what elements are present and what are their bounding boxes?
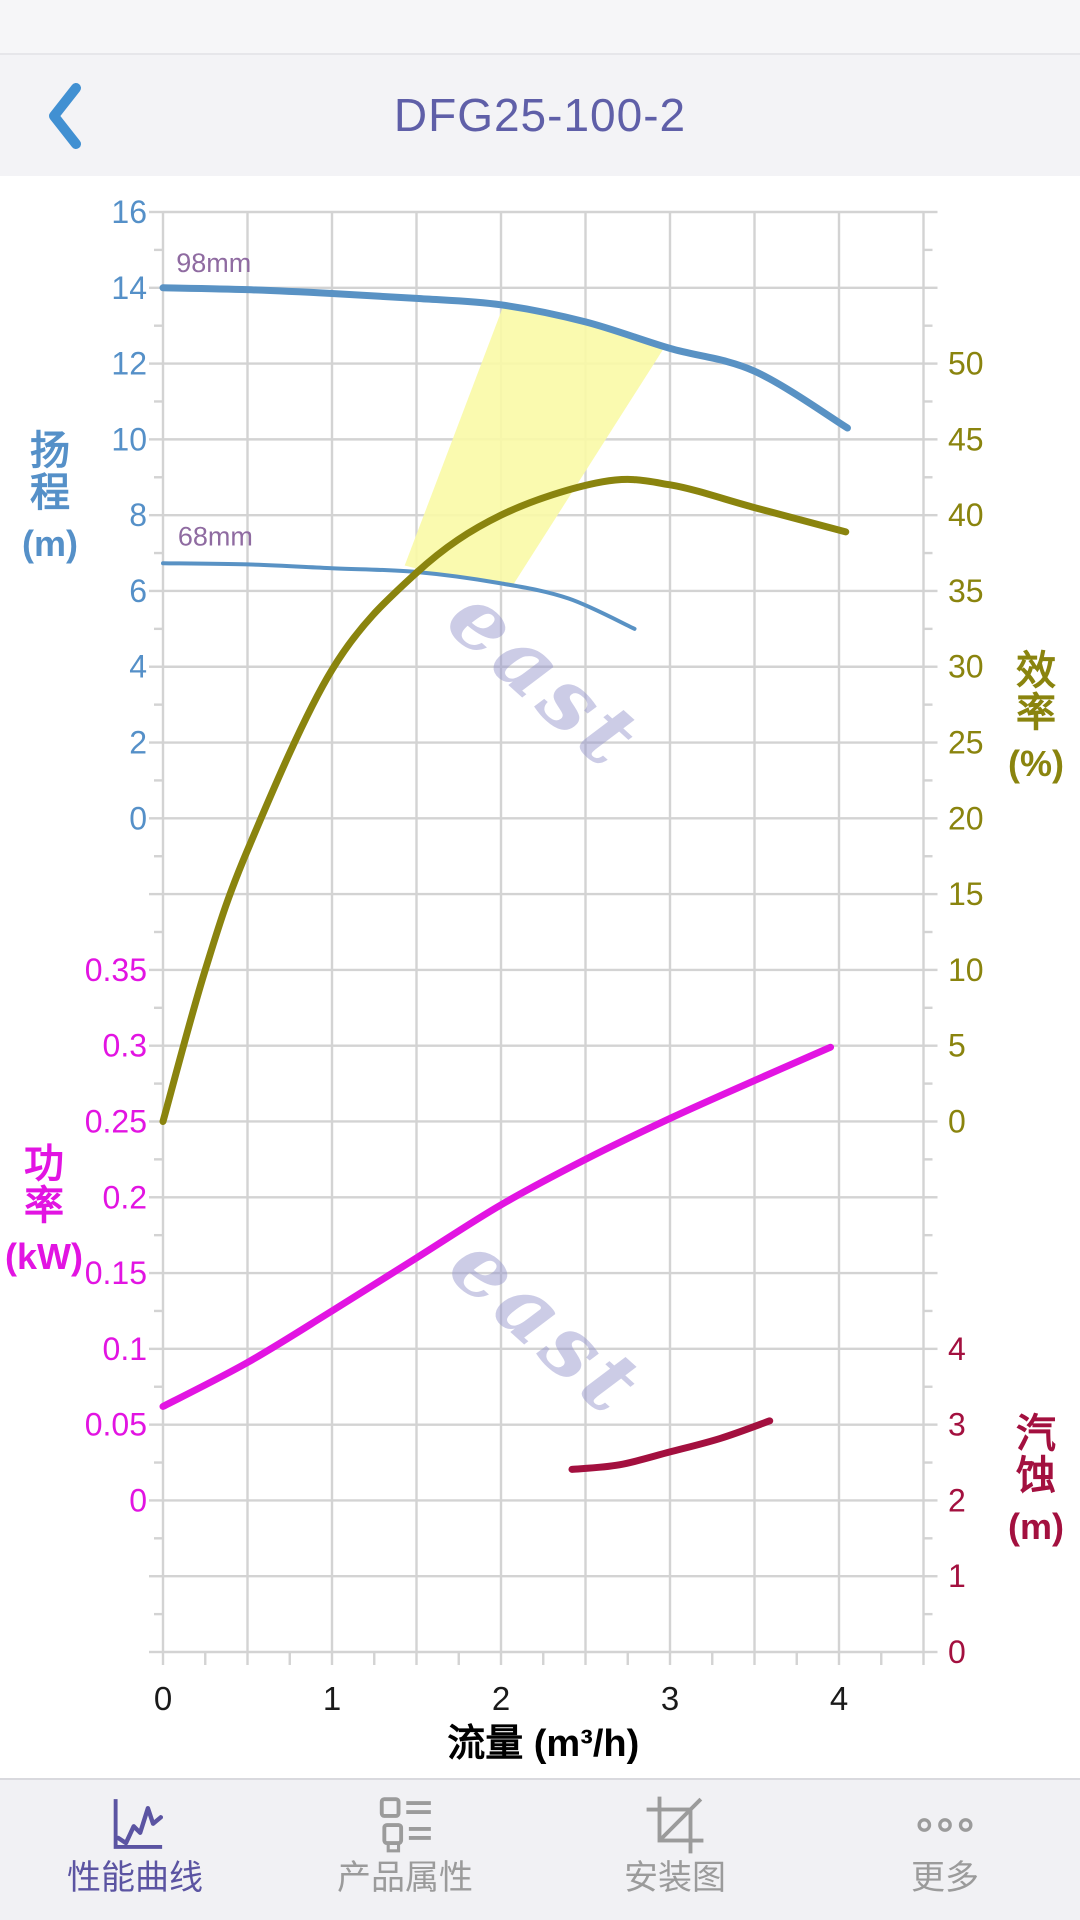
tab-label: 安装图: [624, 1859, 726, 1897]
head-tick-label: 10: [111, 421, 147, 457]
npsh-tick-label: 3: [948, 1407, 966, 1443]
power-axis-title: (kW): [5, 1236, 83, 1277]
bottom-tab-bar: 性能曲线 产品属性 安装图 更多: [0, 1778, 1080, 1920]
head-axis-title: 程: [30, 471, 70, 515]
axis-ticks: [149, 210, 938, 1666]
tab-label: 更多: [911, 1859, 979, 1897]
watermark: east: [430, 1213, 663, 1437]
head-tick-label: 16: [111, 194, 147, 230]
npsh-tick-label: 2: [948, 1482, 966, 1518]
back-chevron-icon: [49, 83, 81, 149]
performance-chart-canvas: easteast16141210864200.350.30.250.20.150…: [5, 194, 1064, 1765]
npsh-axis-title: (m): [1008, 1506, 1064, 1547]
head-tick-label: 8: [129, 497, 147, 533]
tab-label: 产品属性: [337, 1859, 473, 1897]
x-axis-title: 流量 (m³/h): [447, 1723, 639, 1765]
eff-axis-title: (%): [1008, 743, 1064, 784]
recommended-operating-region: [404, 307, 665, 586]
tab-product-attributes[interactable]: 产品属性: [270, 1780, 540, 1920]
page-title: DFG25-100-2: [393, 89, 687, 141]
power-tick-label: 0.3: [103, 1028, 147, 1064]
power-curve: [159, 1043, 835, 1410]
performance-chart: east east 16 14 12 10 8 6 4 2 0 0.35 0.3 0.25 0.2 0.15 0…: [0, 176, 1080, 1778]
eff-tick-label: 40: [948, 497, 984, 533]
npsh-axis-title: 蚀: [1016, 1454, 1056, 1498]
power-tick-label: 0.35: [85, 952, 147, 988]
head-tick-label: 0: [129, 800, 147, 836]
installation-diagram-icon: [646, 1796, 704, 1854]
head-tick-label: 4: [129, 649, 147, 685]
eff-axis-title: 率: [1016, 691, 1056, 735]
impeller-diameter-label: 68mm: [178, 521, 253, 551]
npsh-tick-label: 1: [948, 1558, 966, 1594]
flow-tick-label: 2: [492, 1680, 510, 1717]
head-curve-68mm: [161, 561, 637, 631]
eff-tick-label: 30: [948, 649, 984, 685]
spec-list-icon: [379, 1797, 431, 1853]
tab-performance-curve[interactable]: 性能曲线: [0, 1780, 270, 1920]
eff-tick-label: 0: [948, 1103, 966, 1139]
line-chart-icon: [113, 1799, 164, 1849]
status-bar: [0, 0, 1080, 53]
power-tick-label: 0.1: [103, 1331, 147, 1367]
watermark: east: [428, 566, 661, 790]
eff-tick-label: 15: [948, 876, 984, 912]
head-tick-label: 2: [129, 725, 147, 761]
power-axis-title: 率: [24, 1184, 64, 1228]
head-axis-title: (m): [22, 523, 78, 564]
eff-tick-label: 20: [948, 800, 984, 836]
flow-tick-label: 4: [830, 1680, 848, 1717]
flow-tick-label: 1: [323, 1680, 341, 1717]
power-axis-title: 功: [24, 1142, 64, 1186]
power-tick-label: 0.15: [85, 1255, 147, 1291]
npsh-axis-title: 汽: [1016, 1412, 1056, 1456]
eff-tick-label: 45: [948, 421, 984, 457]
head-axis-title: 扬: [30, 429, 70, 473]
npsh-tick-label: 0: [948, 1634, 966, 1670]
header-bar: [0, 55, 1080, 176]
npsh-tick-label: 4: [948, 1331, 966, 1367]
head-tick-label: 6: [129, 573, 147, 609]
flow-tick-label: 0: [154, 1680, 172, 1717]
power-tick-label: 0: [129, 1482, 147, 1518]
head-tick-label: 14: [111, 270, 147, 306]
power-tick-label: 0.25: [85, 1103, 147, 1139]
efficiency-curve: [159, 475, 850, 1125]
flow-tick-label: 3: [661, 1680, 679, 1717]
tab-installation-diagram[interactable]: 安装图: [540, 1780, 810, 1920]
eff-tick-label: 35: [948, 573, 984, 609]
status-bar-divider: [0, 53, 1080, 55]
npsh-curve: [568, 1417, 774, 1473]
impeller-diameter-label: 98mm: [176, 248, 251, 278]
tab-label: 性能曲线: [67, 1859, 203, 1897]
tab-more[interactable]: 更多: [810, 1780, 1080, 1920]
eff-tick-label: 25: [948, 725, 984, 761]
eff-axis-title: 效: [1016, 649, 1056, 693]
more-dots-icon: [917, 1818, 973, 1832]
back-button[interactable]: [28, 76, 100, 156]
eff-tick-label: 10: [948, 952, 984, 988]
eff-tick-label: 50: [948, 346, 984, 382]
power-tick-label: 0.05: [85, 1407, 147, 1443]
head-curve-98mm: [159, 284, 851, 432]
eff-tick-label: 5: [948, 1028, 966, 1064]
head-tick-label: 12: [111, 346, 147, 382]
power-tick-label: 0.2: [103, 1179, 147, 1215]
